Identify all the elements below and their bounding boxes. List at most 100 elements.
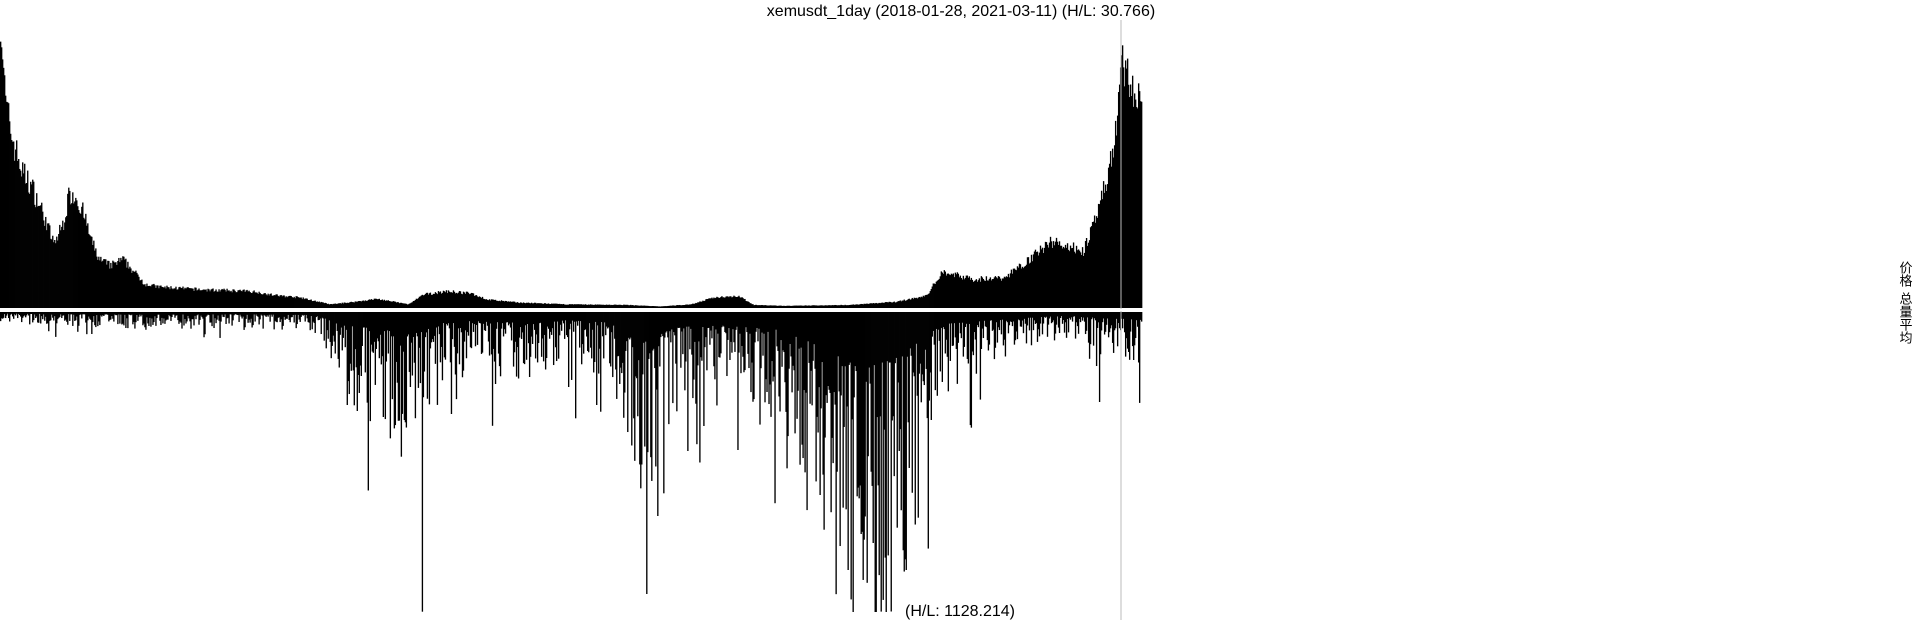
volume-bar [991,312,994,331]
price-bar [1027,257,1030,308]
price-bar [63,230,65,308]
price-bar [775,305,777,308]
volume-bar [110,312,112,320]
price-bar [590,304,592,308]
price-bar [934,284,936,308]
price-bar [6,101,8,308]
price-bar [323,303,325,308]
volume-bar [969,312,972,426]
price-bar [193,290,195,308]
volume-bar [624,312,626,393]
price-bar [521,303,524,308]
price-bar [966,275,969,308]
price-bar [780,305,782,308]
volume-bar [956,312,959,384]
price-bar [1078,250,1081,308]
volume-bar [1017,312,1020,320]
volume-bar [881,312,883,363]
volume-bar [441,312,444,381]
volume-bar [15,312,17,316]
volume-bar [963,312,966,347]
volume-bar [615,312,617,370]
volume-bar [600,312,602,412]
price-bar [495,300,498,308]
price-bar [414,299,417,308]
volume-bar [885,312,887,612]
volume-bar [613,312,615,326]
volume-bar [755,312,757,332]
price-bar [739,297,741,308]
price-bar [382,300,385,308]
price-bar [200,290,202,308]
volume-bar [468,312,471,322]
volume-bar [122,312,124,324]
volume-bar [553,312,556,322]
price-bar [888,301,890,308]
volume-bar [667,312,669,338]
price-bar [433,293,436,308]
price-bar [201,290,203,308]
volume-bar [80,312,82,315]
volume-bar [934,312,936,391]
price-bar [845,305,847,308]
volume-bar [229,312,231,315]
price-bar [452,290,455,308]
volume-bar [909,312,911,349]
price-bar [333,303,335,308]
price-bar [143,284,145,308]
price-bar [983,280,986,308]
price-bar [565,304,568,308]
price-bar [547,303,550,308]
price-bar [803,305,805,308]
price-bar [165,288,167,308]
volume-bar [428,312,431,405]
price-bar [562,303,565,308]
volume-bar [522,312,525,364]
price-bar [16,140,18,308]
price-bar [372,299,374,308]
volume-bar [998,312,1001,331]
volume-bar [319,312,321,319]
volume-bar [192,312,194,320]
price-bar [915,297,917,308]
price-bar [1026,257,1029,308]
price-bar [135,270,137,308]
volume-bar [1115,312,1118,319]
price-bar [652,306,654,308]
volume-bar [524,312,527,326]
volume-bar [380,312,383,365]
price-bar [150,286,152,308]
price-bar [269,293,271,308]
price-bar [548,304,551,308]
price-bar [353,302,355,308]
price-bar [824,305,826,308]
volume-bar [336,312,338,331]
price-bar [537,303,540,308]
price-bar [1012,268,1015,308]
volume-bar [133,312,135,322]
volume-bar [647,312,649,453]
price-bar [256,292,258,308]
volume-bar [53,312,55,321]
volume-bar [1109,312,1112,329]
volume-bar [294,312,296,315]
price-bar [266,295,268,308]
price-bar [646,305,648,308]
volume-bar [879,312,881,417]
price-bar [68,187,70,308]
price-bar [717,297,719,308]
volume-bar [1110,312,1113,326]
price-bar [805,305,807,308]
volume-bar [960,312,963,339]
volume-bar [822,312,824,475]
volume-bar [891,312,893,421]
volume-bar [664,312,666,338]
price-bar [997,276,1000,308]
price-bar [479,297,482,308]
price-bar [573,304,575,308]
volume-bar [938,312,940,341]
volume-bar [1036,312,1039,342]
price-bar [322,302,324,308]
price-bar [387,300,390,308]
price-bar [1123,86,1126,308]
